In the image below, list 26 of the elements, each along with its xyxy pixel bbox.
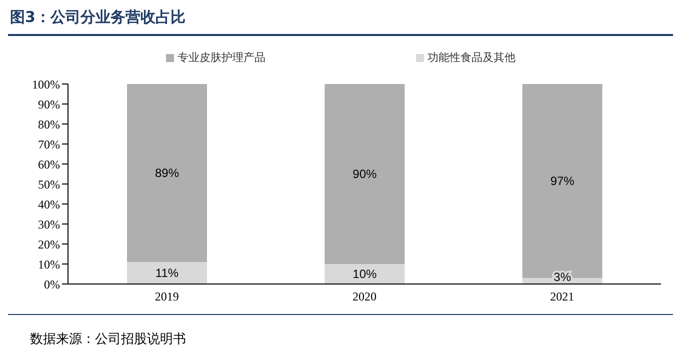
data-label: 89% [154, 166, 180, 180]
y-tick-label: 100% [32, 77, 60, 92]
y-tick-label: 90% [38, 97, 60, 112]
data-label: 10% [352, 267, 377, 281]
y-tick-label: 40% [38, 197, 60, 212]
data-label: 97% [550, 174, 575, 188]
x-tick-label: 2019 [154, 290, 179, 304]
source-note: 数据来源：公司招股说明书 [30, 331, 186, 348]
data-label: 90% [352, 167, 377, 181]
y-tick-label: 30% [38, 217, 60, 232]
bar [127, 84, 207, 262]
y-tick-label: 70% [38, 137, 60, 152]
x-tick-label: 2021 [550, 290, 574, 304]
y-tick-label: 0% [44, 277, 60, 292]
legend-label: 专业皮肤护理产品 [178, 50, 266, 65]
y-tick-label: 20% [38, 237, 60, 252]
data-label: 3% [554, 270, 572, 284]
y-tick-label: 80% [38, 117, 60, 132]
data-label: 11% [155, 266, 179, 280]
legend-label: 功能性食品及其他 [428, 50, 516, 65]
y-tick-label: 10% [38, 257, 60, 272]
y-tick-label: 50% [38, 177, 60, 192]
y-tick-label: 60% [38, 157, 60, 172]
bar [324, 84, 405, 264]
chart-title: 图3：公司分业务营收占比 [10, 8, 186, 27]
x-tick-label: 2020 [352, 290, 376, 304]
